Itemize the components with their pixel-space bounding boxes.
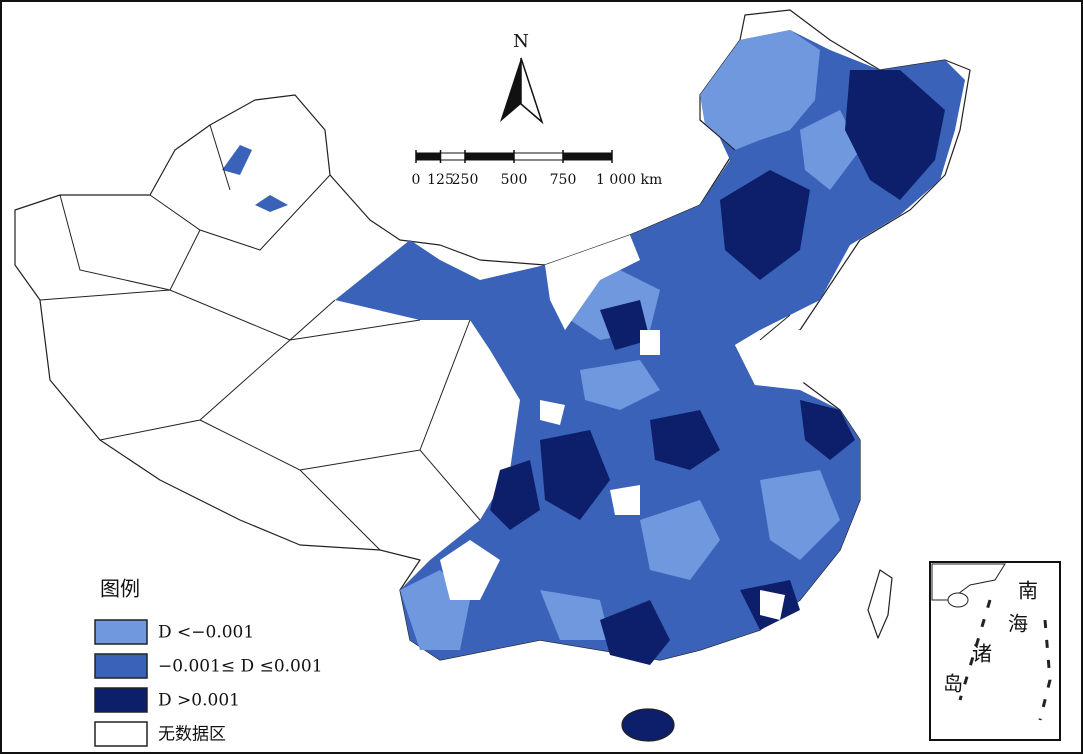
legend-label: 无数据区 — [158, 725, 226, 745]
scale-label: 500 — [501, 172, 528, 188]
province-borders — [39, 119, 791, 551]
scale-label: 0 — [412, 172, 421, 188]
scale-segment — [563, 153, 612, 160]
region — [845, 70, 945, 200]
north-label: N — [513, 31, 529, 52]
no-data — [610, 485, 640, 515]
region — [650, 410, 720, 470]
legend-swatch — [94, 619, 148, 645]
scale-label: 250 — [452, 172, 479, 188]
region — [490, 460, 540, 530]
legend-title: 图例 — [100, 577, 140, 601]
scale-label: 125 — [427, 172, 454, 188]
legend-label: −0.001≤ D ≤0.001 — [158, 657, 323, 677]
scale-label: 1 000 km — [596, 172, 662, 188]
inset-label: 海 — [1008, 612, 1028, 636]
legend-swatch — [94, 687, 148, 713]
inset-label: 岛 — [943, 672, 963, 696]
arrow-right — [520, 57, 544, 125]
inset-frame — [929, 561, 1061, 741]
region — [600, 300, 650, 350]
no-data — [440, 540, 500, 600]
inset-coast — [931, 563, 1006, 601]
inset-hainan — [947, 592, 969, 608]
scale-label: 750 — [550, 172, 577, 188]
no-data — [760, 590, 785, 620]
region — [800, 400, 855, 460]
region — [540, 590, 610, 640]
inset-dashes — [958, 599, 1052, 721]
region — [255, 195, 288, 212]
region — [600, 600, 670, 665]
no-data — [640, 330, 660, 355]
legend: 图例 D <−0.001 −0.001≤ D ≤0.001 D >0.001 无数据区 — [94, 577, 323, 747]
region — [222, 145, 252, 175]
inset-label: 南 — [1018, 579, 1038, 603]
taiwan — [867, 569, 893, 639]
scale-segment — [416, 153, 441, 160]
region — [760, 470, 840, 560]
scale-segment — [465, 153, 514, 160]
region — [580, 360, 660, 410]
hainan — [621, 708, 675, 742]
region — [640, 500, 720, 580]
region — [700, 30, 820, 150]
region — [540, 430, 610, 520]
inset-label: 诸 — [972, 642, 992, 666]
no-data — [540, 400, 565, 425]
legend-label: D <−0.001 — [158, 623, 254, 643]
region — [720, 170, 810, 280]
arrow-left — [500, 58, 521, 122]
no-data — [545, 235, 640, 330]
china-map — [14, 9, 971, 742]
legend-swatch — [94, 653, 148, 679]
legend-swatch — [94, 721, 148, 747]
no-data — [735, 320, 830, 385]
inset: 南 海 诸 岛 — [929, 561, 1061, 741]
legend-label: D >0.001 — [158, 691, 240, 711]
north-arrow: N — [500, 31, 544, 125]
